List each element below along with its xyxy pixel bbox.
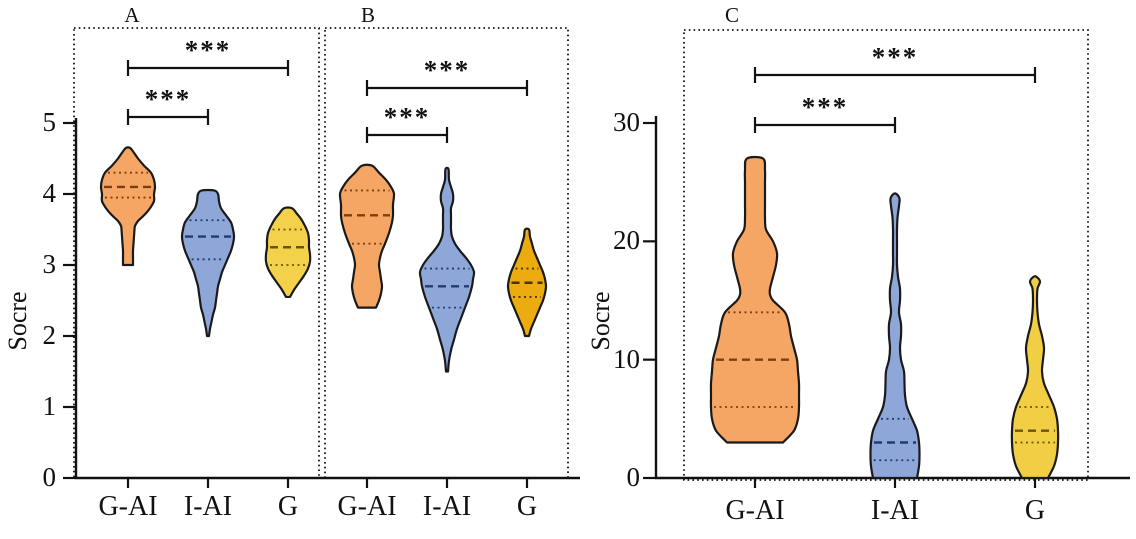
y-axis-title-right: Socre <box>586 291 615 351</box>
sig-stars-a-g-ai-g: *** <box>184 35 232 65</box>
panel-label-b: B <box>360 3 375 27</box>
violin-a-g-ai <box>99 146 157 267</box>
x-label-a-g: G <box>277 491 299 522</box>
x-label-c-i-ai: I-AI <box>870 495 920 526</box>
x-label-b-g: G <box>516 491 538 522</box>
violin-b-g-ai <box>338 163 396 309</box>
y-tick-label-ab-0: 0 <box>42 462 57 492</box>
panel-label-a: A <box>124 3 140 27</box>
x-label-c-g: G <box>1024 495 1046 526</box>
violin-a-i-ai <box>180 188 236 338</box>
sig-stars-c-g-ai-i-ai: *** <box>801 92 849 122</box>
sig-stars-a-g-ai-i-ai: *** <box>144 84 192 114</box>
y-tick-label-c-10: 10 <box>613 343 640 374</box>
sig-stars-b-g-ai-i-ai: *** <box>383 102 431 132</box>
x-label-c-g-ai: G-AI <box>725 495 785 526</box>
sig-stars-c-g-ai-g: *** <box>871 42 919 72</box>
sig-stars-b-g-ai-g: *** <box>423 55 471 85</box>
y-tick-label-c-0: 0 <box>626 462 641 492</box>
panel-c-box <box>683 29 1089 481</box>
y-tick-label-c-30: 30 <box>613 107 640 137</box>
violin-c-i-ai <box>869 192 921 480</box>
y-axis-title-left: Socre <box>3 291 32 351</box>
y-tick-label-ab-5: 5 <box>42 107 57 137</box>
violin-c-g <box>1010 275 1060 480</box>
violin-c-g-ai <box>709 155 801 444</box>
y-tick-label-ab-1: 1 <box>42 391 57 421</box>
x-label-b-g-ai: G-AI <box>337 491 397 522</box>
panel-label-c: C <box>724 3 739 27</box>
x-label-b-i-ai: I-AI <box>422 491 472 522</box>
panel-b-box <box>324 27 569 479</box>
y-tick-label-ab-4: 4 <box>42 178 57 208</box>
x-label-a-g-ai: G-AI <box>98 491 158 522</box>
x-label-a-i-ai: I-AI <box>183 491 233 522</box>
violin-a-g <box>264 206 312 299</box>
violin-b-i-ai <box>418 166 476 373</box>
y-tick-label-c-20: 20 <box>613 225 640 256</box>
y-tick-label-ab-3: 3 <box>42 249 57 279</box>
y-tick-label-ab-2: 2 <box>42 320 57 350</box>
